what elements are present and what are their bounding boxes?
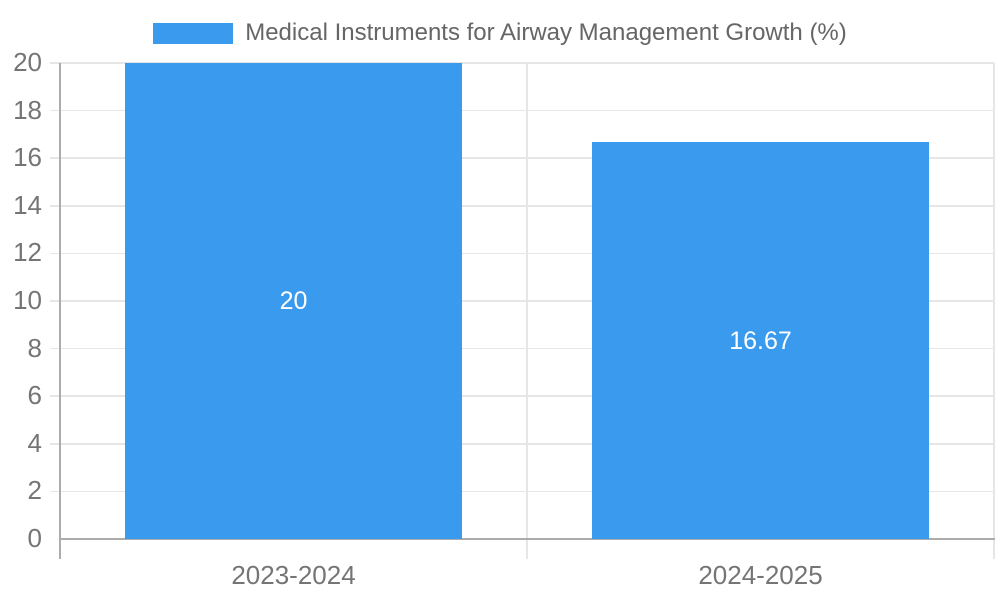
y-tick-label: 16 bbox=[13, 142, 42, 173]
y-gridline bbox=[50, 252, 994, 255]
legend-label: Medical Instruments for Airway Managemen… bbox=[245, 19, 847, 46]
y-gridline bbox=[50, 490, 994, 493]
legend[interactable]: Medical Instruments for Airway Managemen… bbox=[0, 19, 1000, 47]
y-gridline bbox=[50, 205, 994, 207]
y-tick-label: 12 bbox=[13, 237, 42, 268]
y-tick-label: 20 bbox=[13, 46, 42, 77]
y-tick-label: 14 bbox=[13, 189, 42, 220]
y-gridline bbox=[50, 443, 994, 445]
legend-swatch bbox=[153, 22, 234, 44]
y-tick-label: 8 bbox=[27, 332, 42, 363]
category-boundary-line bbox=[993, 63, 995, 559]
category-boundary-line bbox=[526, 63, 528, 559]
y-tick-label: 2 bbox=[27, 475, 42, 506]
y-tick-label: 10 bbox=[13, 284, 42, 315]
y-gridline bbox=[50, 347, 994, 350]
x-tick-label: 2023-2024 bbox=[231, 560, 356, 590]
bar-value-label: 20 bbox=[279, 287, 308, 315]
y-tick-label: 0 bbox=[27, 522, 42, 553]
y-gridline bbox=[50, 62, 994, 64]
x-axis-line bbox=[59, 538, 995, 540]
y-gridline bbox=[50, 109, 994, 112]
y-tick-label: 18 bbox=[13, 94, 42, 125]
y-gridline bbox=[50, 157, 994, 159]
y-tick-label: 6 bbox=[27, 380, 42, 411]
y-gridline bbox=[50, 395, 994, 397]
bar bbox=[591, 142, 930, 539]
x-tick-label: 2024-2025 bbox=[698, 560, 823, 590]
y-tick-label: 4 bbox=[27, 427, 42, 458]
bar-value-label: 16.67 bbox=[729, 326, 792, 355]
y-axis-line bbox=[59, 63, 61, 559]
y-gridline bbox=[50, 300, 994, 302]
bar bbox=[124, 63, 463, 539]
